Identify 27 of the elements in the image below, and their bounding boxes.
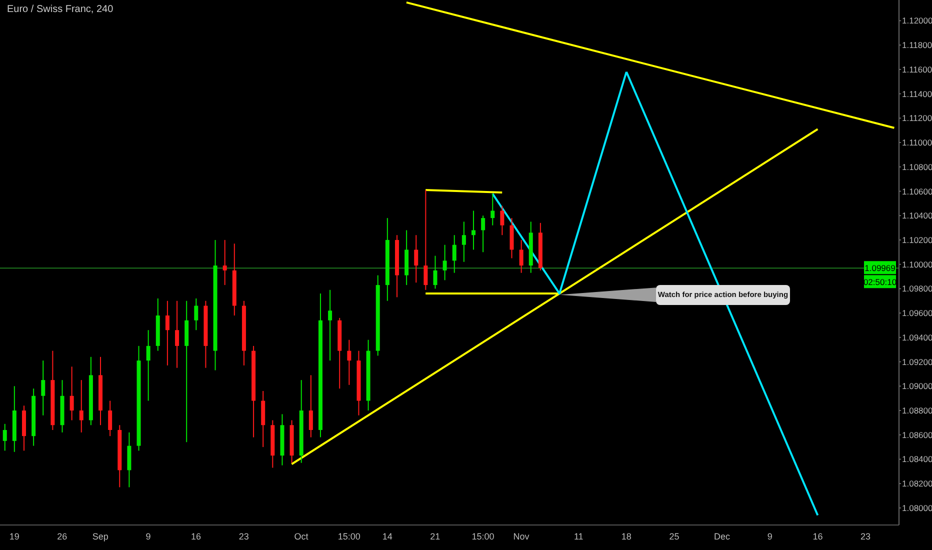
x-tick-label: Oct [294,531,309,542]
x-tick-label: 15:00 [472,531,494,542]
x-tick-label: 21 [430,531,440,542]
x-tick-label: 14 [382,531,392,542]
x-tick-label: 16 [812,531,823,542]
x-tick-label: 16 [191,531,202,542]
x-tick-label: Sep [92,531,108,542]
x-tick-label: 23 [238,531,249,542]
ref-line-label: 1.09969 [864,263,896,274]
x-tick-label: 19 [9,531,20,542]
y-tick-label: 1.11400 [902,88,932,99]
x-tick-label: 15:00 [338,531,360,542]
y-tick-label: 1.11600 [902,64,932,74]
x-tick-label: Dec [714,531,731,542]
x-tick-label: 25 [669,531,680,542]
y-tick-label: 1.11000 [902,138,932,148]
chart-title: Euro / Swiss Franc, 240 [7,4,114,15]
x-tick-label: 11 [574,531,584,542]
y-tick-label: 1.11200 [902,113,932,124]
x-tick-label: 9 [767,531,772,542]
x-tick-label: Nov [513,531,530,542]
x-tick-label: 23 [860,531,871,542]
x-tick-label: 26 [57,531,68,542]
annotation: 02:50:10 [863,277,897,288]
y-tick-label: 1.11800 [902,40,932,50]
x-tick-label: 18 [621,531,632,542]
x-tick-label: 9 [146,531,151,542]
